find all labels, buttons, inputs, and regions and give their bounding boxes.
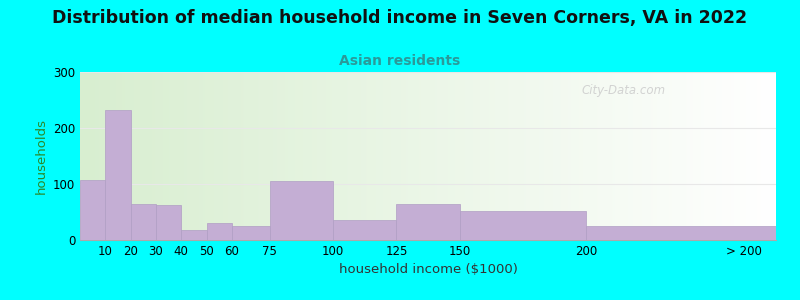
Bar <box>206 223 232 240</box>
Bar <box>232 226 270 240</box>
Text: Asian residents: Asian residents <box>339 54 461 68</box>
Bar <box>460 211 586 240</box>
Bar <box>106 110 130 240</box>
Bar <box>130 204 156 240</box>
Bar <box>270 181 333 240</box>
Bar <box>396 204 460 240</box>
Y-axis label: households: households <box>34 118 47 194</box>
Text: City-Data.com: City-Data.com <box>581 84 666 97</box>
X-axis label: household income ($1000): household income ($1000) <box>338 263 518 276</box>
Text: Distribution of median household income in Seven Corners, VA in 2022: Distribution of median household income … <box>53 9 747 27</box>
Bar <box>333 220 396 240</box>
Bar <box>156 205 182 240</box>
Bar <box>182 230 206 240</box>
Bar <box>586 226 776 240</box>
Bar <box>80 179 106 240</box>
